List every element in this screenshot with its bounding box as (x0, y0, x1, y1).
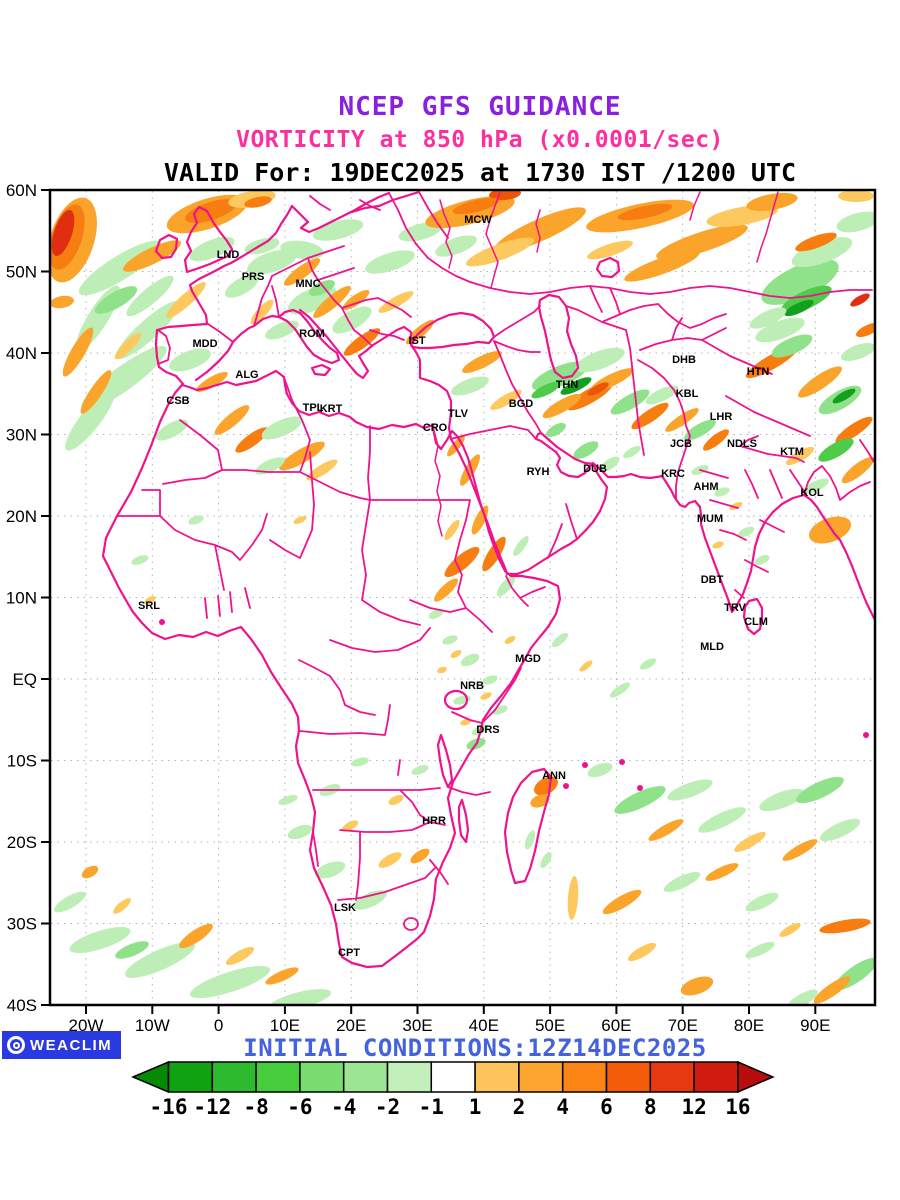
station-label-clm: CLM (744, 616, 768, 628)
weaclim-logo-text: WEACLIM (30, 1036, 113, 1054)
station-label-kbl: KBL (676, 388, 699, 400)
colorbar-tick-label: -16 (150, 1095, 188, 1119)
station-label-mum: MUM (697, 513, 723, 525)
lat-tick-label: 10S (7, 752, 37, 771)
lat-tick-label: 30N (6, 426, 37, 445)
colorbar: -16 -12 -8 -6 -4 -2 -1 1 2 4 6 8 12 16 (131, 1060, 775, 1119)
station-label-ist: IST (408, 335, 425, 347)
station-label-ndls: NDLS (727, 438, 757, 450)
station-label-cro: CRO (423, 422, 448, 434)
station-label-bgd: BGD (509, 398, 534, 410)
lat-tick-label: 40S (7, 996, 37, 1015)
station-label-lhr: LHR (710, 411, 733, 423)
station-label-mnc: MNC (295, 278, 320, 290)
valid-time-line: VALID For: 19DEC2025 at 1730 IST /1200 U… (163, 158, 797, 187)
weaclim-logo: WEACLIM (2, 1031, 122, 1059)
lat-tick-label: 60N (6, 181, 37, 200)
station-label-mdd: MDD (192, 338, 217, 350)
station-label-mgd: MGD (515, 653, 541, 665)
colorbar-tick-label: 2 (513, 1095, 526, 1119)
lon-tick-label: 10W (135, 1016, 170, 1035)
lon-tick-label: 20E (336, 1016, 366, 1035)
rivers-layer (433, 191, 779, 537)
colorbar-tick-label: -1 (419, 1095, 444, 1119)
colorbar-tick-label: 1 (469, 1095, 482, 1119)
station-label-lsk: LSK (334, 902, 356, 914)
page-title: NCEP GFS GUIDANCE (338, 92, 622, 122)
station-label-ktm: KTM (780, 446, 804, 458)
lat-tick-label: 50N (6, 263, 37, 282)
lat-tick-label: 20S (7, 833, 37, 852)
colorbar-tick-label: -6 (287, 1095, 312, 1119)
station-label-alg: ALG (235, 369, 258, 381)
colorbar-tick-label: 8 (644, 1095, 657, 1119)
station-label-krt: KRT (320, 403, 343, 415)
initial-conditions-line: INITIAL CONDITIONS:12Z14DEC2025 (243, 1034, 707, 1062)
vorticity-field (51, 191, 874, 1004)
colorbar-tick-label: 16 (725, 1095, 750, 1119)
lon-tick-label: 40E (469, 1016, 499, 1035)
lon-tick-label: 20W (69, 1016, 104, 1035)
lat-tick-label: EQ (12, 670, 37, 689)
country-borders-layer (116, 191, 874, 931)
station-label-csb: CSB (166, 395, 189, 407)
station-label-lnd: LND (217, 249, 240, 261)
lon-tick-label: 30E (402, 1016, 432, 1035)
station-label-drs: DRS (476, 724, 499, 736)
station-label-mld: MLD (700, 641, 724, 653)
lat-tick-label: 10N (6, 589, 37, 608)
lon-tick-label: 80E (734, 1016, 764, 1035)
station-label-nrb: NRB (460, 680, 484, 692)
colorbar-tick-label: -8 (243, 1095, 268, 1119)
lat-tick-label: 40N (6, 344, 37, 363)
station-label-srl: SRL (138, 600, 160, 612)
station-label-krc: KRC (661, 468, 685, 480)
colorbar-tick-label: -12 (193, 1095, 231, 1119)
station-label-htn: HTN (747, 366, 770, 378)
lon-tick-label: 50E (535, 1016, 565, 1035)
colorbar-tick-label: 4 (556, 1095, 569, 1119)
station-label-kol: KOL (800, 487, 824, 499)
axis-ticks-and-labels: 20W 10W 0 10E 20E 30E 40E 50E 60E 70E 80E 90E 60N 50N… (6, 181, 831, 1035)
lon-tick-label: 60E (601, 1016, 631, 1035)
lat-tick-label: 30S (7, 915, 37, 934)
lon-tick-label: 10E (270, 1016, 300, 1035)
lon-tick-label: 0 (214, 1016, 223, 1035)
station-label-jcb: JCB (670, 438, 692, 450)
lon-tick-label: 70E (668, 1016, 698, 1035)
station-label-thn: THN (556, 379, 579, 391)
small-contour-dots (159, 619, 869, 791)
station-label-hrr: HRR (422, 815, 446, 827)
weaclim-logo-icon (7, 1036, 25, 1054)
station-label-dhb: DHB (672, 354, 696, 366)
station-label-mcw: MCW (464, 214, 492, 226)
colorbar-tick-label: -2 (375, 1095, 400, 1119)
station-label-tlv: TLV (448, 408, 469, 420)
basemap-lines (101, 191, 874, 969)
colorbar-tick-label: 12 (681, 1095, 706, 1119)
station-label-ryh: RYH (527, 466, 550, 478)
station-label-trv: TRV (724, 602, 746, 614)
lat-tick-label: 20N (6, 507, 37, 526)
colorbar-tick-label: 6 (600, 1095, 613, 1119)
station-label-tpl: TPL (303, 402, 324, 414)
station-label-dbt: DBT (701, 574, 724, 586)
station-label-cpt: CPT (338, 947, 360, 959)
station-label-rom: ROM (299, 328, 325, 340)
station-label-ahm: AHM (693, 481, 718, 493)
station-label-dub: DUB (583, 463, 607, 475)
page-subtitle: VORTICITY at 850 hPa (x0.0001/sec) (236, 127, 724, 153)
colorbar-tick-label: -4 (331, 1095, 356, 1119)
station-label-prs: PRS (242, 271, 265, 283)
lon-tick-label: 90E (800, 1016, 830, 1035)
station-label-ann: ANN (542, 770, 566, 782)
